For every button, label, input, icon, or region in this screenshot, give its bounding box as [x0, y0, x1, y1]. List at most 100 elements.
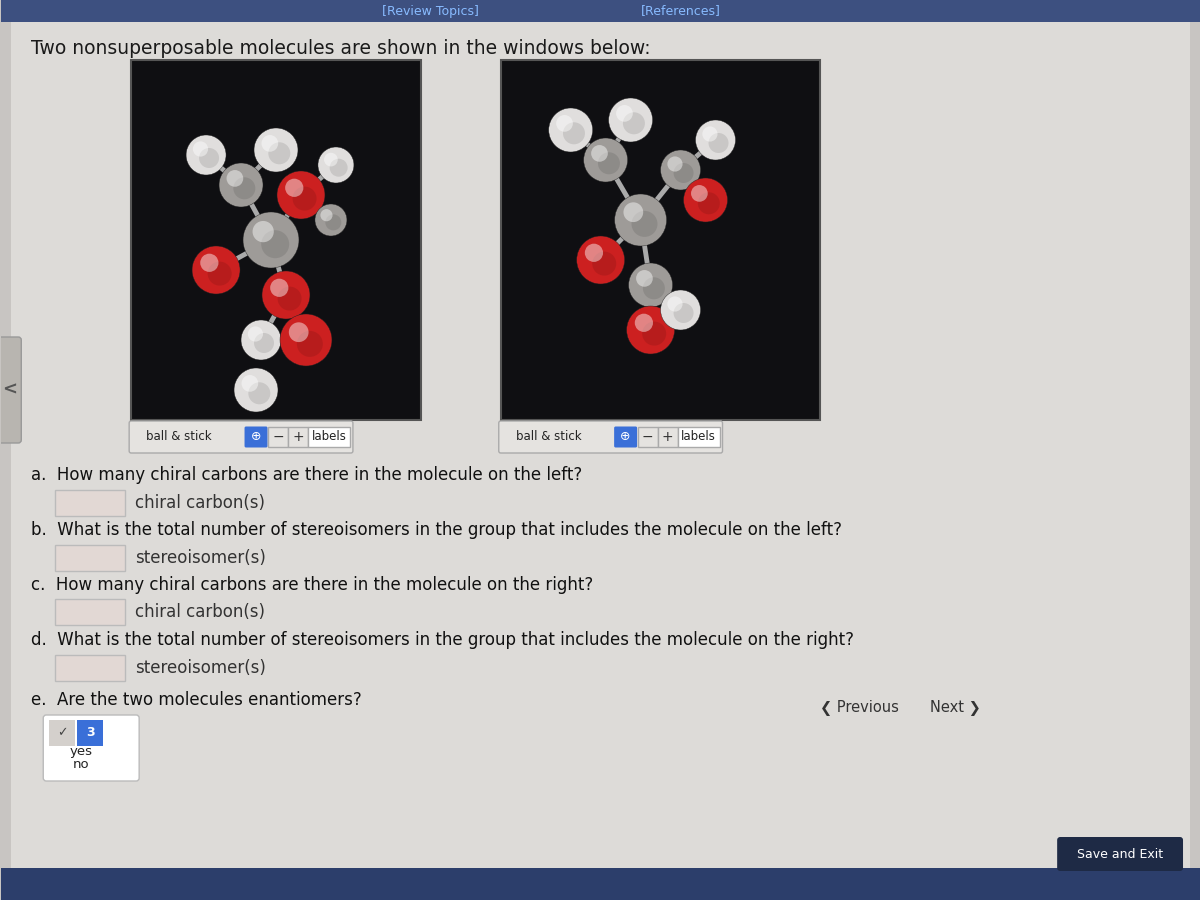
Text: <: < [1, 381, 17, 399]
FancyBboxPatch shape [637, 427, 658, 447]
Circle shape [626, 306, 674, 354]
Circle shape [269, 142, 290, 165]
Circle shape [192, 246, 240, 294]
Bar [500, 60, 821, 420]
FancyBboxPatch shape [245, 427, 268, 447]
Bar [77, 720, 103, 746]
Circle shape [262, 135, 278, 152]
Circle shape [248, 327, 263, 342]
Text: ❮ Previous: ❮ Previous [821, 700, 899, 716]
Circle shape [320, 209, 332, 221]
Circle shape [592, 145, 608, 162]
Circle shape [296, 331, 323, 357]
Circle shape [318, 147, 354, 183]
Text: ⊕: ⊕ [620, 430, 631, 444]
Text: Save and Exit: Save and Exit [1078, 848, 1163, 860]
FancyBboxPatch shape [614, 427, 637, 447]
Circle shape [593, 252, 617, 275]
Text: stereoisomer(s): stereoisomer(s) [136, 659, 266, 677]
FancyBboxPatch shape [658, 427, 678, 447]
Circle shape [193, 141, 208, 157]
Circle shape [254, 128, 298, 172]
Text: +: + [292, 430, 304, 444]
Circle shape [673, 303, 694, 323]
Circle shape [548, 108, 593, 152]
Text: Next ❯: Next ❯ [930, 700, 982, 716]
Bar [1, 868, 1200, 900]
Circle shape [698, 193, 720, 214]
Circle shape [642, 321, 666, 346]
Circle shape [629, 263, 672, 307]
Circle shape [324, 153, 337, 166]
Circle shape [702, 126, 718, 141]
FancyBboxPatch shape [1057, 837, 1183, 871]
Circle shape [262, 271, 310, 319]
Circle shape [673, 163, 694, 183]
Circle shape [614, 194, 666, 246]
Circle shape [623, 112, 644, 134]
Circle shape [584, 244, 604, 262]
Circle shape [220, 163, 263, 207]
Circle shape [314, 204, 347, 236]
Text: c.  How many chiral carbons are there in the molecule on the right?: c. How many chiral carbons are there in … [31, 576, 594, 594]
Circle shape [277, 286, 301, 310]
Circle shape [286, 179, 304, 197]
Circle shape [280, 314, 332, 366]
FancyBboxPatch shape [130, 421, 353, 453]
Text: e.  Are the two molecules enantiomers?: e. Are the two molecules enantiomers? [31, 691, 362, 709]
Circle shape [254, 333, 274, 353]
Circle shape [241, 375, 258, 392]
Circle shape [199, 148, 220, 168]
Circle shape [556, 115, 572, 131]
Text: [References]: [References] [641, 4, 720, 17]
Circle shape [708, 133, 728, 153]
Text: d.  What is the total number of stereoisomers in the group that includes the mol: d. What is the total number of stereoiso… [31, 631, 854, 649]
Circle shape [241, 320, 281, 360]
Circle shape [598, 152, 620, 175]
Bar [1, 0, 1200, 22]
Circle shape [248, 382, 270, 404]
Circle shape [277, 171, 325, 219]
Text: labels: labels [682, 430, 716, 444]
Text: chiral carbon(s): chiral carbon(s) [136, 603, 265, 621]
FancyBboxPatch shape [499, 421, 722, 453]
Text: 3: 3 [86, 726, 95, 740]
Circle shape [608, 98, 653, 142]
Circle shape [624, 202, 643, 222]
FancyBboxPatch shape [268, 427, 288, 447]
Text: ✓: ✓ [56, 726, 67, 740]
Text: Two nonsuperposable molecules are shown in the windows below:: Two nonsuperposable molecules are shown … [31, 39, 650, 58]
Circle shape [293, 186, 317, 211]
Circle shape [330, 158, 348, 176]
FancyBboxPatch shape [55, 545, 125, 571]
Circle shape [631, 211, 658, 237]
Circle shape [244, 212, 299, 268]
Text: yes: yes [70, 744, 92, 758]
Text: a.  How many chiral carbons are there in the molecule on the left?: a. How many chiral carbons are there in … [31, 466, 582, 484]
Text: stereoisomer(s): stereoisomer(s) [136, 549, 266, 567]
Circle shape [577, 236, 625, 284]
Text: +: + [661, 430, 673, 444]
Circle shape [270, 279, 288, 297]
FancyBboxPatch shape [55, 655, 125, 681]
Circle shape [643, 277, 665, 300]
Circle shape [691, 185, 708, 202]
Circle shape [233, 177, 256, 199]
Text: [Review Topics]: [Review Topics] [383, 4, 479, 17]
FancyBboxPatch shape [288, 427, 308, 447]
Circle shape [667, 296, 683, 311]
Bar [49, 720, 76, 746]
FancyBboxPatch shape [0, 337, 22, 443]
Circle shape [200, 254, 218, 272]
Text: ⊕: ⊕ [251, 430, 262, 444]
Text: b.  What is the total number of stereoisomers in the group that includes the mol: b. What is the total number of stereoiso… [31, 521, 842, 539]
Text: chiral carbon(s): chiral carbon(s) [136, 494, 265, 512]
Bar [131, 60, 421, 420]
FancyBboxPatch shape [678, 427, 720, 447]
Circle shape [325, 214, 341, 230]
FancyBboxPatch shape [43, 715, 139, 781]
Circle shape [660, 150, 701, 190]
Circle shape [262, 230, 289, 258]
FancyBboxPatch shape [308, 427, 350, 447]
Circle shape [186, 135, 226, 175]
